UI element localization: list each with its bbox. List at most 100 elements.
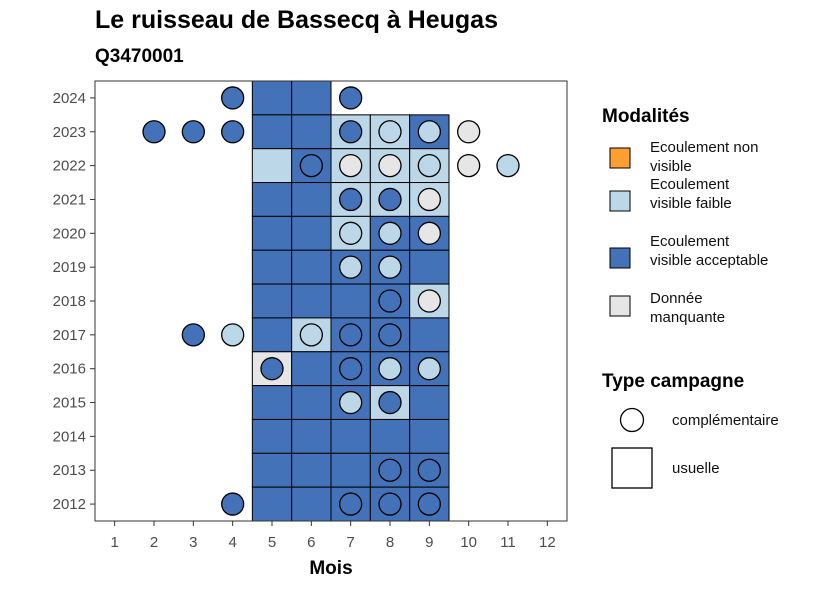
tile-2016-6 [291,351,332,387]
tile-2018-5 [251,283,293,319]
legend-key-faible [609,190,631,212]
legend-key-usuelle [611,447,653,489]
y-tick-label: 2016 [53,361,86,378]
y-tick-label: 2013 [53,462,86,479]
x-tick-label: 4 [228,534,236,551]
tile-2015-5 [251,385,293,420]
chart-subtitle: Q3470001 [95,46,184,67]
point-2020-7 [339,221,363,245]
tile-2020-5 [251,215,293,251]
tile-2013-7 [330,452,371,488]
tile-2024-6 [291,80,332,116]
tile-2014-6 [291,418,332,454]
tile-2013-5 [251,452,293,488]
legend-label-manquante: Donnée manquante [650,290,726,326]
y-tick-label: 2020 [53,225,86,242]
tile-2019-5 [251,249,293,285]
point-2013-8 [378,458,402,482]
legend-keys [609,147,653,489]
tile-2021-6 [291,182,332,217]
point-2021-8 [378,187,402,212]
point-2015-7 [339,390,363,415]
point-2022-9 [417,153,441,178]
legend-label-complementaire: complémentaire [672,412,779,429]
point-2016-8 [378,357,402,381]
legend-campagne-title: Type campagne [602,371,745,392]
tile-2012-5 [251,486,293,522]
tile-2014-8 [369,418,411,454]
point-2023-10 [457,120,481,144]
point-2017-8 [378,323,402,347]
point-2016-9 [417,357,441,381]
legend-label-usuelle: usuelle [672,460,720,477]
y-tick-label: 2019 [53,259,86,276]
x-tick-label: 3 [189,534,197,551]
point-2024-7 [339,86,363,110]
y-tick-label: 2015 [53,395,86,412]
legend-label-acceptable: Ecoulement visible acceptable [650,233,769,269]
tile-2017-5 [251,317,293,353]
chart-title: Le ruisseau de Bassecq à Heugas [95,6,498,34]
point-2020-9 [417,221,441,245]
point-2013-9 [417,458,441,482]
tile-2017-9 [409,317,450,353]
x-tick-label: 8 [386,534,394,551]
y-tick-label: 2021 [53,191,86,208]
x-tick-label: 10 [460,534,477,551]
y-tick-label: 2017 [53,327,86,344]
tile-2014-9 [409,418,450,454]
tile-2014-7 [330,418,371,454]
point-2024-4 [221,86,245,110]
point-2012-9 [417,492,441,516]
x-tick-label: 12 [539,534,556,551]
tile-2019-6 [291,249,332,285]
tile-2020-6 [291,215,332,251]
point-2021-9 [417,187,441,212]
tile-2021-5 [251,182,293,217]
y-tick-label: 2018 [53,293,86,310]
x-axis-title: Mois [309,558,352,579]
legend-key-manquante [609,295,631,317]
y-tick-label: 2023 [53,124,86,141]
x-tick-label: 2 [150,534,158,551]
tile-2012-6 [291,486,332,522]
x-tick-label: 1 [110,534,118,551]
point-2012-8 [378,492,402,516]
tile-2024-5 [251,80,293,116]
point-2012-7 [339,492,363,516]
tile-2022-5 [251,148,293,184]
point-2022-11 [496,153,520,178]
y-axis: 2012 2013 2014 2015 2016 2017 2018 2019 2020 2021… [53,90,95,513]
point-2022-7 [339,153,363,178]
point-2023-2 [142,120,166,144]
point-2015-8 [378,390,402,415]
point-2020-8 [378,221,402,245]
legend-key-complementaire [619,407,645,433]
complementaire-points [142,86,520,516]
point-2017-4 [221,323,245,347]
point-2017-3 [181,323,205,347]
point-2016-7 [339,357,363,381]
point-2019-8 [378,255,402,279]
legend-modalites-title: Modalités [602,106,690,127]
x-tick-label: 11 [500,534,516,551]
tile-2018-6 [291,283,332,319]
x-tick-label: 6 [307,534,315,551]
point-2022-10 [457,153,481,178]
point-2022-8 [378,153,402,178]
point-2022-6 [299,153,323,178]
point-2023-9 [417,120,441,144]
tile-2018-7 [330,283,371,319]
y-tick-label: 2022 [53,158,86,175]
point-2018-9 [417,289,441,313]
tile-2015-6 [291,385,332,420]
tile-2023-6 [291,114,332,150]
point-2023-3 [181,120,205,144]
point-2018-8 [378,289,402,313]
legend-key-non_visible [609,147,631,169]
point-2023-8 [378,120,402,144]
tile-2013-6 [291,452,332,488]
x-tick-label: 9 [425,534,433,551]
y-tick-label: 2014 [53,428,86,445]
